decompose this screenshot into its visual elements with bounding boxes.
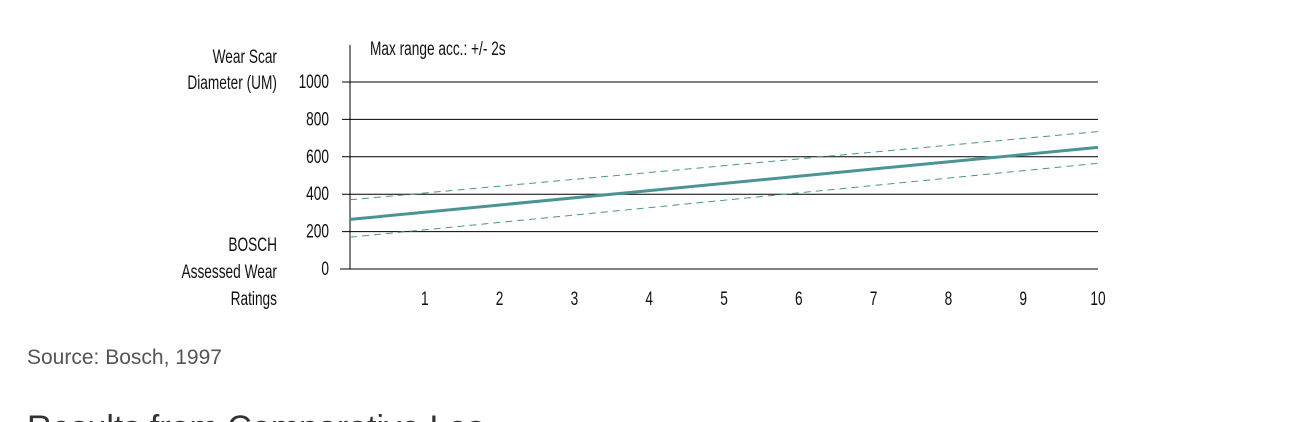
x-tick-label: 2 — [496, 288, 504, 310]
x-tick-label: 6 — [795, 288, 803, 310]
y-axis-label-line-2: Diameter (UM) — [187, 72, 277, 94]
x-tick-label: 10 — [1090, 288, 1105, 310]
y-tick-label: 1000 — [299, 71, 329, 93]
source-caption: Source: Bosch, 1997 — [27, 346, 222, 369]
x-tick-label: 5 — [720, 288, 728, 310]
y-tick-label: 200 — [306, 220, 329, 242]
x-axis-label-line-1: BOSCH — [228, 234, 277, 256]
x-tick-label: 3 — [571, 288, 579, 310]
x-tick-label: 9 — [1019, 288, 1027, 310]
series-lines — [349, 131, 1099, 238]
annotation: Max range acc.: +/- 2s — [370, 38, 506, 60]
confidence-bound-line — [349, 162, 1099, 238]
x-tick-labels: 1 2 3 4 5 6 7 8 9 10 — [421, 288, 1106, 310]
y-tick-label: 800 — [306, 108, 329, 130]
gridlines — [340, 81, 1098, 270]
x-axis-label-line-3: Ratings — [231, 288, 277, 310]
wear-scar-chart: 1000 800 600 400 200 0 1 2 3 4 5 6 7 8 9 10 Max range … — [181, 38, 1106, 310]
mean-line — [349, 145, 1099, 221]
x-axis-label-line-2: Assessed Wear — [181, 261, 277, 283]
y-tick-label: 600 — [306, 146, 329, 168]
confidence-bound-line — [349, 131, 1099, 201]
x-tick-label: 1 — [421, 288, 429, 310]
y-tick-label: 0 — [321, 258, 329, 280]
x-tick-label: 8 — [945, 288, 953, 310]
y-tick-labels: 1000 800 600 400 200 0 — [299, 71, 329, 280]
x-tick-label: 7 — [870, 288, 878, 310]
y-tick-label: 400 — [306, 183, 329, 205]
next-section-heading: Results from Comparative Los — [27, 408, 484, 422]
x-tick-label: 4 — [645, 288, 653, 310]
y-axis-label-line-1: Wear Scar — [213, 46, 278, 68]
